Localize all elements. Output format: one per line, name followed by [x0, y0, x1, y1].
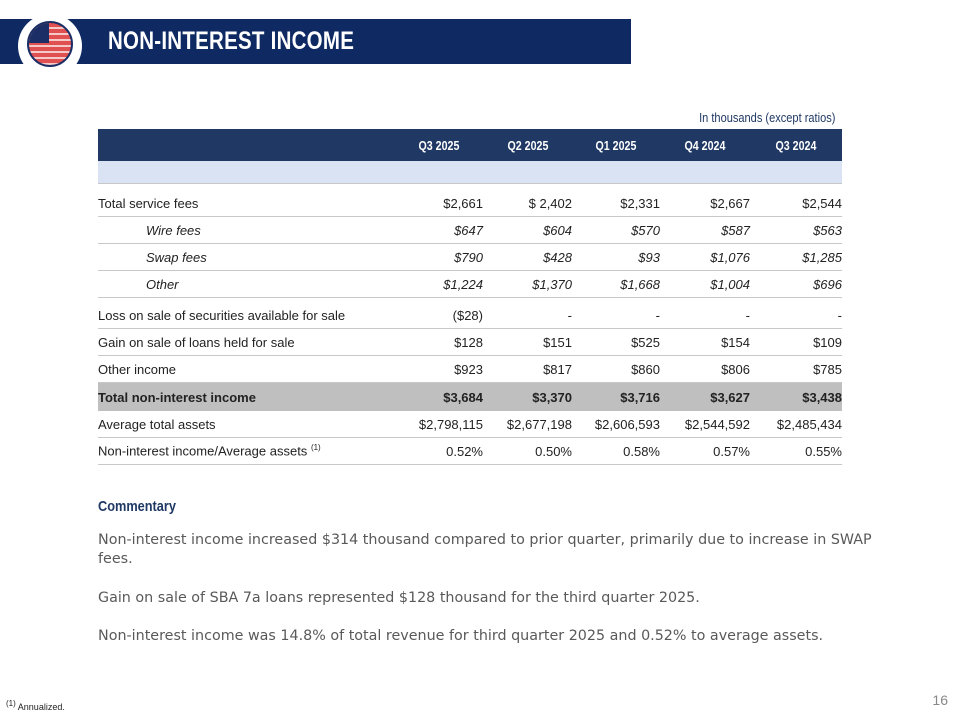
- table-cell: $860: [572, 355, 660, 383]
- table-row: Non-interest income/Average assets (1) 0.…: [98, 437, 842, 465]
- table-cell: 0.50%: [483, 437, 572, 465]
- table-cell: $587: [660, 216, 750, 244]
- table-row: Average total assets $2,798,115 $2,677,198…: [98, 411, 842, 438]
- table-cell: -: [660, 297, 750, 329]
- row-label: Non-interest income/Average assets (1): [98, 437, 395, 465]
- table-row: Total non-interest income $3,684 $3,370 $3,…: [98, 382, 842, 411]
- table-cell: $1,370: [483, 270, 572, 298]
- table-cell: $1,285: [750, 243, 842, 271]
- table-cell: $2,667: [660, 190, 750, 217]
- table-row: Other $1,224 $1,370 $1,668 $1,004 $696: [98, 270, 842, 298]
- table-cell: $2,661: [395, 190, 483, 217]
- column-header: Q1 2025: [572, 129, 660, 161]
- table-cell: $604: [483, 216, 572, 244]
- row-label: Wire fees: [98, 216, 395, 244]
- table-cell: $3,716: [572, 382, 660, 411]
- flag-globe-icon: [27, 21, 73, 67]
- company-logo: [18, 14, 82, 78]
- column-header: Q3 2025: [395, 129, 483, 161]
- row-label: Total service fees: [98, 190, 395, 217]
- table-cell: $785: [750, 355, 842, 383]
- table-cell: $570: [572, 216, 660, 244]
- table-cell: $1,004: [660, 270, 750, 298]
- table-cell: $2,606,593: [572, 411, 660, 438]
- table-cell: $647: [395, 216, 483, 244]
- table-cell: 0.55%: [750, 437, 842, 465]
- row-label: Average total assets: [98, 411, 395, 438]
- table-row: Loss on sale of securities available for…: [98, 297, 842, 329]
- column-header: Q2 2025: [483, 129, 572, 161]
- row-label: Other: [98, 270, 395, 298]
- table-cell: $2,544: [750, 190, 842, 217]
- table-cell: $2,544,592: [660, 411, 750, 438]
- commentary-paragraph: Non-interest income increased $314 thous…: [98, 532, 872, 567]
- title-banner: [0, 19, 631, 64]
- table-cell: $109: [750, 328, 842, 356]
- row-label: Swap fees: [98, 243, 395, 271]
- commentary-paragraph: Gain on sale of SBA 7a loans represented…: [98, 590, 700, 606]
- page-number: 16: [932, 692, 948, 708]
- column-header: Q4 2024: [660, 129, 750, 161]
- table-cell: $1,224: [395, 270, 483, 298]
- table-cell: $1,076: [660, 243, 750, 271]
- table-cell: $3,627: [660, 382, 750, 411]
- table-cell: -: [483, 297, 572, 329]
- table-cell: $ 2,402: [483, 190, 572, 217]
- page-title: NON-INTEREST INCOME: [108, 27, 355, 55]
- units-note: In thousands (except ratios): [698, 110, 835, 125]
- table-cell: -: [750, 297, 842, 329]
- table-cell: $93: [572, 243, 660, 271]
- footnote: (1) Annualized.: [6, 699, 65, 712]
- row-label: Total non-interest income: [98, 382, 395, 411]
- table-cell: $2,798,115: [395, 411, 483, 438]
- table-row: Other income $923 $817 $860 $806 $785: [98, 355, 842, 383]
- table-cell: ($28): [395, 297, 483, 329]
- table-cell: $817: [483, 355, 572, 383]
- header-band: [98, 161, 842, 184]
- table-cell: $3,370: [483, 382, 572, 411]
- table-cell: $696: [750, 270, 842, 298]
- commentary-paragraph: Non-interest income was 14.8% of total r…: [98, 628, 824, 644]
- table-cell: $154: [660, 328, 750, 356]
- table-cell: $806: [660, 355, 750, 383]
- table-row: Swap fees $790 $428 $93 $1,076 $1,285: [98, 243, 842, 271]
- table-cell: $428: [483, 243, 572, 271]
- table-header-row: Q3 2025 Q2 2025 Q1 2025 Q4 2024 Q3 2024: [98, 129, 842, 161]
- table-cell: $128: [395, 328, 483, 356]
- table-cell: $151: [483, 328, 572, 356]
- row-label: Loss on sale of securities available for…: [98, 297, 395, 329]
- column-header: Q3 2024: [750, 129, 842, 161]
- table-cell: $2,331: [572, 190, 660, 217]
- row-label: Other income: [98, 355, 395, 383]
- row-label: Gain on sale of loans held for sale: [98, 328, 395, 356]
- table-cell: $2,677,198: [483, 411, 572, 438]
- non-interest-income-table: Q3 2025 Q2 2025 Q1 2025 Q4 2024 Q3 2024 …: [98, 129, 842, 465]
- table-cell: $923: [395, 355, 483, 383]
- table-row: Total service fees $2,661 $ 2,402 $2,331 $2,…: [98, 190, 842, 217]
- table-row: Wire fees $647 $604 $570 $587 $563: [98, 216, 842, 244]
- table-cell: -: [572, 297, 660, 329]
- table-cell: $3,438: [750, 382, 842, 411]
- table-cell: $1,668: [572, 270, 660, 298]
- table-cell: $563: [750, 216, 842, 244]
- table-cell: 0.58%: [572, 437, 660, 465]
- table-cell: $790: [395, 243, 483, 271]
- table-cell: $525: [572, 328, 660, 356]
- table-cell: 0.57%: [660, 437, 750, 465]
- table-cell: $3,684: [395, 382, 483, 411]
- table-row: Gain on sale of loans held for sale $128 $…: [98, 328, 842, 356]
- commentary-title: Commentary: [98, 498, 176, 515]
- table-cell: $2,485,434: [750, 411, 842, 438]
- table-cell: 0.52%: [395, 437, 483, 465]
